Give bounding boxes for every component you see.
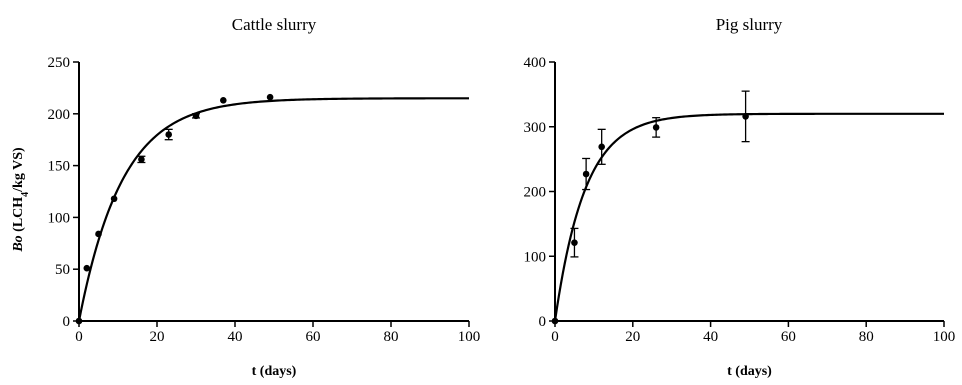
y-axis-label-symbol: Bo xyxy=(11,235,26,252)
y-axis-label-unit-start: (LCH xyxy=(11,197,26,236)
y-tick-label: 300 xyxy=(524,120,547,136)
data-point xyxy=(110,195,118,203)
data-point xyxy=(138,156,145,163)
x-tick-label: 20 xyxy=(150,329,165,345)
y-tick-label: 400 xyxy=(524,55,547,71)
data-point xyxy=(220,97,227,104)
chart-title: Cattle slurry xyxy=(232,15,317,34)
x-tick-label: 0 xyxy=(551,329,559,345)
x-tick-label: 60 xyxy=(306,329,321,345)
y-axis-label-subscript: 4 xyxy=(20,192,31,197)
fit-curve xyxy=(77,97,469,322)
data-point xyxy=(192,112,200,120)
data-point xyxy=(266,93,274,101)
y-axis-label-unit-end: /kg VS) xyxy=(11,147,26,193)
data-point xyxy=(742,113,749,120)
pig-slurry-panel: Pig slurry 0 20 40 60 80 100 0 100 200 300 400 t (da… xyxy=(524,15,956,379)
y-tick-label: 0 xyxy=(539,314,547,330)
y-tick-label: 100 xyxy=(48,210,71,226)
x-axis-label: t (days) xyxy=(252,364,297,379)
x-tick-label: 100 xyxy=(458,329,481,345)
data-point xyxy=(598,143,605,151)
data-point xyxy=(83,264,91,272)
x-tick-label: 40 xyxy=(228,329,243,345)
y-tick-label: 50 xyxy=(55,262,70,278)
y-tick-label: 150 xyxy=(48,159,71,175)
x-tick-label: 0 xyxy=(75,329,83,345)
x-tick-label: 100 xyxy=(933,329,956,345)
x-tick-label: 80 xyxy=(859,329,874,345)
cattle-slurry-panel: Cattle slurry 0 20 40 60 80 100 0 50 100 150 200 250… xyxy=(11,15,480,379)
data-point xyxy=(551,317,559,325)
x-tick-label: 40 xyxy=(703,329,718,345)
x-axis-label: t (days) xyxy=(727,364,772,379)
y-tick-label: 200 xyxy=(48,107,71,123)
x-tick-label: 80 xyxy=(384,329,399,345)
y-axis-label: Bo (LCH4/kg VS) xyxy=(11,147,31,253)
y-tick-label: 100 xyxy=(524,249,547,265)
y-tick-label: 0 xyxy=(63,314,71,330)
y-tick-label: 250 xyxy=(48,55,71,71)
y-tick-label: 200 xyxy=(524,185,547,201)
x-tick-label: 60 xyxy=(781,329,796,345)
data-point xyxy=(75,317,83,325)
data-point xyxy=(165,131,172,138)
data-point xyxy=(95,230,102,238)
data-point xyxy=(652,124,660,131)
chart-title: Pig slurry xyxy=(716,15,783,34)
data-point xyxy=(571,239,578,246)
fit-curve xyxy=(553,112,944,322)
x-tick-label: 20 xyxy=(625,329,640,345)
data-point xyxy=(582,170,590,178)
